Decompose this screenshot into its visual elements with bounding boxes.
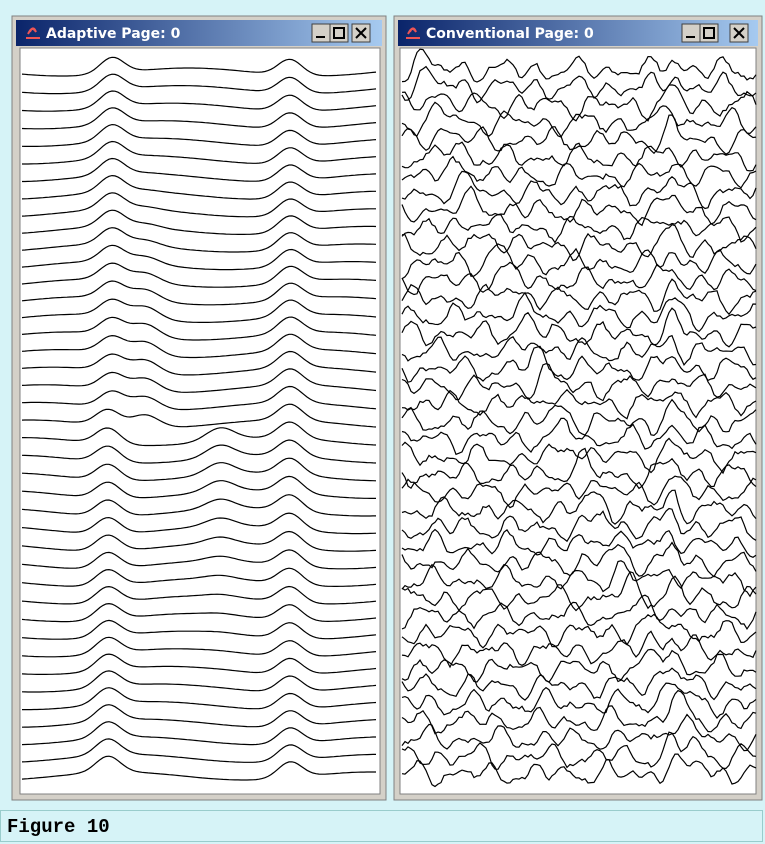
waveform-trace (401, 243, 757, 280)
waveform-trace (21, 439, 377, 464)
waveform-trace (21, 316, 377, 341)
waveform-trace (21, 704, 377, 728)
waveform-trace (21, 403, 377, 428)
waveform-trace (21, 280, 377, 306)
window-controls[interactable] (311, 23, 371, 43)
waveform-trace (401, 141, 757, 172)
waveform-trace (21, 670, 377, 693)
window-title: Adaptive Page: 0 (46, 26, 181, 42)
waveform-trace (401, 48, 757, 83)
waveform-trace (401, 213, 757, 244)
waveform-trace (401, 84, 757, 122)
waveform-trace (401, 753, 757, 788)
waveform-trace (22, 140, 377, 165)
waveform-trace (21, 653, 377, 675)
plot-area (19, 47, 381, 795)
waveform-trace (21, 619, 377, 640)
waveform-trace (21, 107, 377, 130)
waveform-trace (401, 648, 757, 683)
waveform-trace (401, 155, 757, 189)
waveform-trace (22, 687, 377, 711)
waveform-trace (21, 530, 377, 552)
waveform-trace (401, 528, 757, 558)
maximize-button[interactable] (699, 23, 719, 43)
window: Adaptive Page: 0 (11, 15, 387, 801)
app-icon (406, 27, 420, 39)
waveform-trace (401, 475, 757, 509)
waveform-trace (21, 90, 377, 112)
waveform-trace (401, 507, 757, 543)
waveform-trace (401, 731, 757, 770)
waveform-trace (21, 636, 377, 658)
waveform-trace (21, 192, 376, 218)
waveform-trace (401, 261, 757, 296)
waveform-trace (21, 209, 377, 235)
waveform-trace (401, 447, 757, 490)
waveform-trace (21, 494, 376, 517)
waveform-trace (21, 567, 377, 587)
waveform-trace (401, 65, 757, 104)
waveform-trace (21, 602, 377, 623)
waveform-trace (401, 713, 757, 752)
waveform-trace (21, 227, 377, 253)
waveform-trace (21, 738, 376, 763)
waveform-trace (401, 417, 757, 456)
waveform-trace (401, 689, 757, 735)
minimize-button[interactable] (311, 23, 331, 43)
waveform-trace (21, 333, 377, 359)
window-title: Conventional Page: 0 (426, 26, 594, 42)
waveform-trace (401, 541, 757, 578)
waveform-trace (21, 755, 376, 781)
waveform-trace (401, 388, 757, 420)
control-glyphs (316, 27, 367, 39)
waveform-trace (401, 291, 757, 333)
waveform-trace (401, 594, 757, 631)
waveform-trace (401, 682, 757, 719)
waveform-trace (21, 385, 377, 411)
caption: Figure 10 (0, 810, 763, 842)
waveform-trace (21, 73, 377, 95)
waveform-trace (401, 334, 757, 367)
waveform-trace (21, 368, 377, 393)
waveform-trace (21, 350, 377, 376)
control-glyphs (686, 27, 745, 39)
waveform-trace (401, 398, 757, 437)
waveform-trace (401, 489, 757, 525)
waveform-trace (401, 278, 757, 316)
waveform-trace (21, 549, 377, 570)
waveform-trace (401, 363, 757, 402)
plot-area (399, 47, 757, 795)
window-controls[interactable] (681, 23, 749, 43)
desktop: Adaptive Page: 0 Conventional Page: 0 (11, 15, 763, 801)
waveform-trace (21, 123, 377, 147)
waveform-trace (21, 262, 377, 288)
waveform-trace (21, 457, 377, 482)
waveform-trace (21, 475, 376, 499)
waveform-trace (21, 512, 377, 535)
waveform-trace (21, 585, 377, 605)
waveform-trace (401, 101, 757, 138)
waveform-trace (401, 170, 757, 210)
waveform-trace (21, 298, 377, 323)
waveform-trace (21, 244, 377, 271)
minimize-button[interactable] (681, 23, 701, 43)
waveform-trace (401, 114, 757, 155)
app-icon (26, 27, 40, 39)
waveform-trace (401, 667, 757, 701)
waveform-trace (401, 185, 757, 227)
waveform-trace (21, 174, 376, 200)
waveform-trace (21, 721, 376, 746)
waveform-trace (401, 560, 757, 598)
waveform-trace (22, 157, 377, 183)
maximize-button[interactable] (329, 23, 349, 43)
waveform-trace (21, 56, 377, 77)
waveform-trace (22, 421, 377, 447)
waveform-trace (401, 630, 757, 669)
window: Conventional Page: 0 (393, 15, 763, 801)
waveform-trace (401, 307, 757, 348)
waveform-trace (401, 437, 757, 475)
waveform-trace (401, 345, 757, 383)
waveform-trace (401, 613, 757, 649)
